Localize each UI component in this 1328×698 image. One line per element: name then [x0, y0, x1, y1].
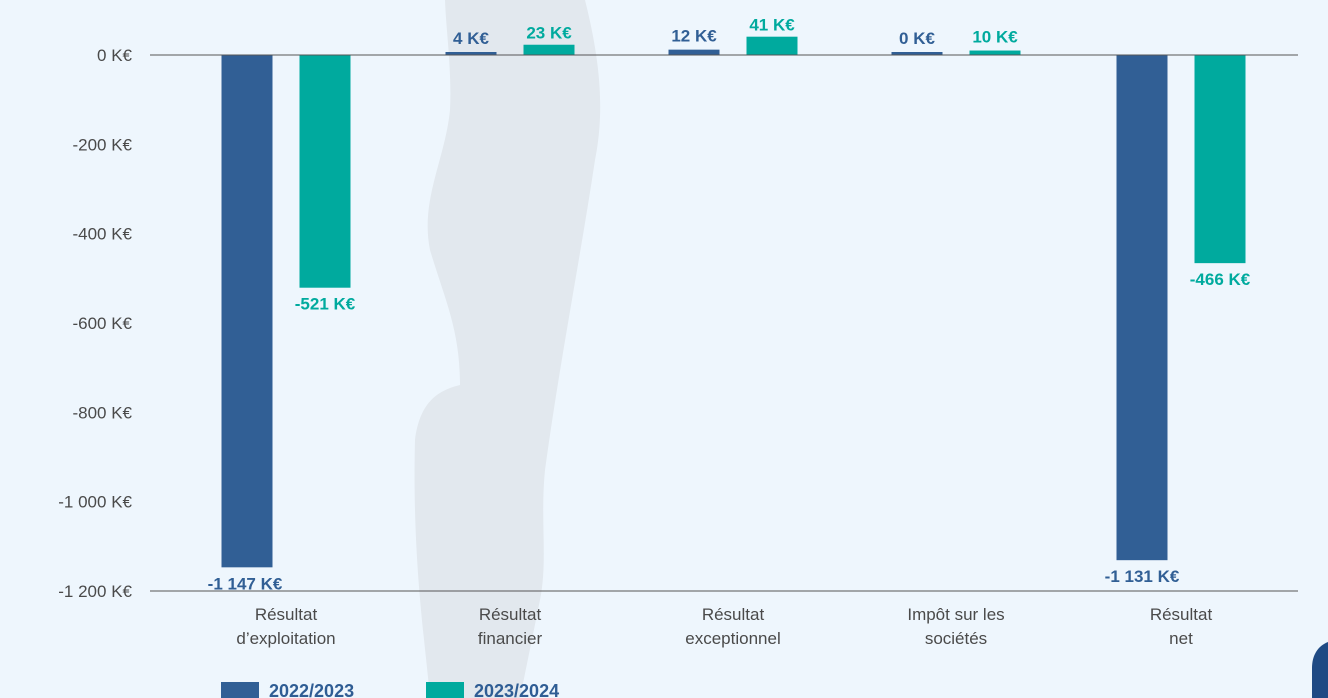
y-tick-label: 0 K€	[97, 46, 133, 65]
category-label: Résultat	[479, 605, 542, 624]
bar-2023-2024-1	[523, 44, 575, 55]
data-label: 0 K€	[899, 29, 935, 48]
data-label: 23 K€	[526, 24, 572, 43]
y-tick-label: -600 K€	[72, 314, 132, 333]
data-label: 4 K€	[453, 29, 489, 48]
y-tick-label: -1 200 K€	[58, 582, 132, 601]
y-tick-label: -800 K€	[72, 403, 132, 422]
category-label: financier	[478, 629, 543, 648]
watermark-silhouette	[414, 0, 601, 698]
data-label: 10 K€	[972, 28, 1018, 47]
category-label: Impôt sur les	[907, 605, 1004, 624]
y-tick-label: -200 K€	[72, 135, 132, 154]
data-labels: -1 147 K€ 4 K€ 12 K€ 0 K€ -1 131 K€ -521 K€ 23…	[208, 16, 1251, 594]
bar-2022-2023-0	[221, 55, 273, 568]
bar-2022-2023-2	[668, 49, 720, 55]
watermark-shape	[414, 0, 601, 698]
legend-label: 2023/2024	[474, 681, 559, 698]
category-label: exceptionnel	[685, 629, 780, 648]
category-labels: Résultat d’exploitation Résultat financier R…	[236, 605, 1212, 648]
bar-2022-2023-1	[445, 52, 497, 55]
data-label: -1 131 K€	[1105, 567, 1180, 586]
data-label: 12 K€	[671, 27, 717, 46]
corner-logo-shape	[1312, 642, 1328, 698]
legend: 2022/2023 2023/2024	[221, 681, 559, 698]
data-label: -521 K€	[295, 295, 356, 314]
data-label: -466 K€	[1190, 270, 1251, 289]
category-label: net	[1169, 629, 1193, 648]
category-label: Résultat	[1150, 605, 1213, 624]
axes	[150, 54, 1298, 592]
bars	[221, 36, 1246, 568]
legend-label: 2022/2023	[269, 681, 354, 698]
bar-2023-2024-2	[746, 36, 798, 55]
y-tick-label: -1 000 K€	[58, 493, 132, 512]
legend-swatch	[426, 682, 464, 698]
category-label: Résultat	[702, 605, 765, 624]
category-label: d’exploitation	[236, 629, 335, 648]
data-label: 41 K€	[749, 16, 795, 35]
bar-2023-2024-4	[1194, 55, 1246, 264]
bar-2023-2024-0	[299, 55, 351, 288]
y-tick-label: -400 K€	[72, 225, 132, 244]
corner-logo	[1312, 642, 1328, 698]
bar-2022-2023-4	[1116, 55, 1168, 561]
legend-swatch	[221, 682, 259, 698]
category-label: sociétés	[925, 629, 987, 648]
bar-2023-2024-3	[969, 50, 1021, 55]
y-axis-ticks: 0 K€ -200 K€ -400 K€ -600 K€ -800 K€ -1 000 K…	[58, 46, 132, 601]
category-label: Résultat	[255, 605, 318, 624]
bar-2022-2023-3	[891, 52, 943, 55]
data-label: -1 147 K€	[208, 574, 283, 593]
